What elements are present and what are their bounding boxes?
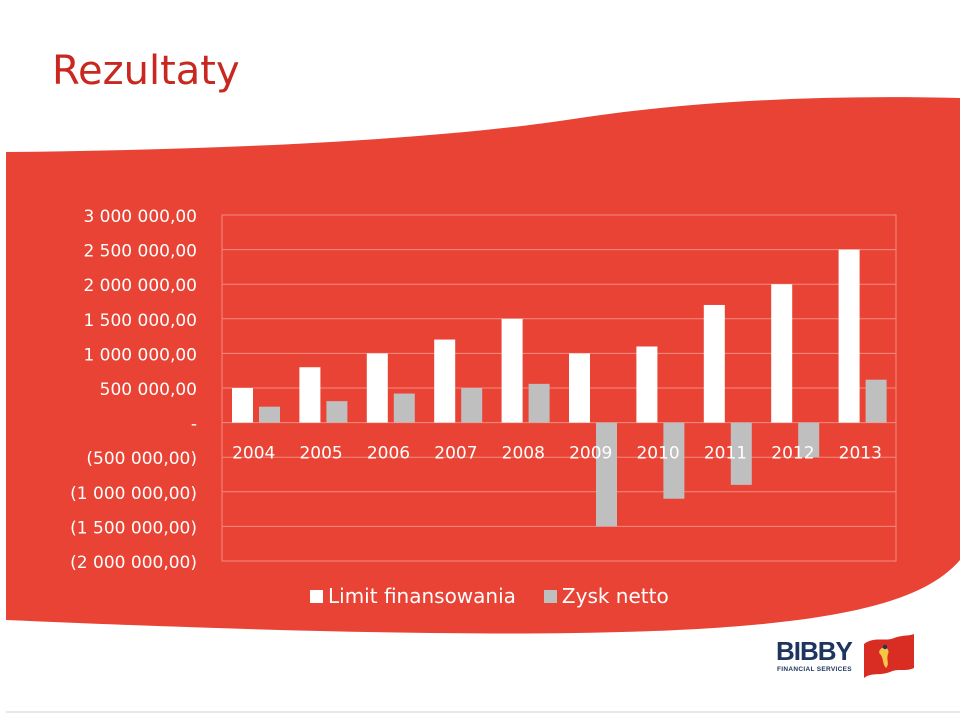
y-tick-label: 3 000 000,00 bbox=[83, 207, 197, 227]
bar-limit-finansowania bbox=[838, 249, 860, 423]
legend-item-limit: Limit finansowania bbox=[310, 584, 516, 608]
x-tick-label: 2005 bbox=[299, 444, 342, 464]
bar-zysk-netto bbox=[865, 379, 887, 423]
bar-limit-finansowania bbox=[434, 339, 456, 423]
logo-name: BIBBY bbox=[776, 636, 853, 666]
bar-zysk-netto bbox=[730, 422, 752, 485]
bar-zysk-netto bbox=[596, 422, 617, 527]
bar-limit-finansowania bbox=[232, 388, 253, 423]
y-tick-label: 1 000 000,00 bbox=[83, 345, 197, 365]
x-tick-label: 2011 bbox=[704, 444, 747, 464]
x-tick-label: 2006 bbox=[367, 444, 410, 464]
bar-limit-finansowania bbox=[299, 367, 321, 423]
bar-zysk-netto bbox=[528, 383, 550, 423]
red-background-band bbox=[6, 97, 960, 634]
legend-swatch-limit bbox=[310, 589, 323, 603]
legend-swatch-zysk bbox=[543, 589, 557, 603]
y-axis-tick-labels: 3 000 000,00 2 500 000,00 2 000 000,00 1 50… bbox=[70, 207, 197, 573]
y-tick-label: (500 000,00) bbox=[86, 449, 197, 469]
page-title: Rezultaty bbox=[52, 48, 240, 94]
y-tick-label: 1 500 000,00 bbox=[83, 311, 197, 331]
y-tick-label: 2 000 000,00 bbox=[83, 276, 197, 296]
bar-zysk-netto bbox=[461, 388, 483, 423]
y-tick-label: (2 000 000,00) bbox=[70, 553, 197, 573]
chart-legend: Limit finansowania Zysk netto bbox=[310, 584, 697, 608]
x-tick-label: 2007 bbox=[434, 444, 477, 464]
bar-limit-finansowania bbox=[703, 304, 725, 423]
x-tick-label: 2012 bbox=[771, 444, 814, 464]
bar-zysk-netto bbox=[663, 422, 685, 499]
y-tick-label: (1 000 000,00) bbox=[70, 484, 197, 504]
bar-limit-finansowania bbox=[771, 284, 793, 423]
legend-label-zysk: Zysk netto bbox=[561, 584, 669, 608]
y-tick-label: (1 500 000,00) bbox=[70, 518, 197, 538]
bar-zysk-netto bbox=[393, 393, 415, 423]
bar-zysk-netto bbox=[326, 401, 348, 423]
legend-item-zysk: Zysk netto bbox=[543, 584, 669, 608]
bar-limit-finansowania bbox=[501, 318, 523, 423]
bar-limit-finansowania bbox=[636, 346, 658, 423]
x-tick-label: 2004 bbox=[232, 444, 275, 464]
bar-limit-finansowania bbox=[569, 353, 590, 423]
bibby-logo: BIBBY FINANCIAL SERVICES bbox=[776, 634, 916, 682]
legend-label-limit: Limit finansowania bbox=[328, 584, 516, 608]
x-axis-tick-labels: 2004 2005 2006 2007 2008 2009 2010 2011 2012 2013 bbox=[232, 444, 882, 464]
bibby-flag-icon bbox=[864, 634, 914, 678]
logo-subtitle: FINANCIAL SERVICES bbox=[777, 666, 852, 673]
x-tick-label: 2010 bbox=[636, 444, 679, 464]
bar-zysk-netto bbox=[259, 406, 280, 423]
y-tick-label: 500 000,00 bbox=[100, 380, 197, 400]
bars bbox=[232, 249, 887, 527]
bar-zysk-netto bbox=[798, 422, 820, 458]
x-tick-label: 2009 bbox=[569, 444, 612, 464]
bar-limit-finansowania bbox=[366, 353, 388, 423]
x-tick-label: 2013 bbox=[839, 444, 882, 464]
y-tick-label: 2 500 000,00 bbox=[83, 242, 197, 262]
x-tick-label: 2008 bbox=[502, 444, 545, 464]
y-tick-label: - bbox=[191, 415, 197, 435]
